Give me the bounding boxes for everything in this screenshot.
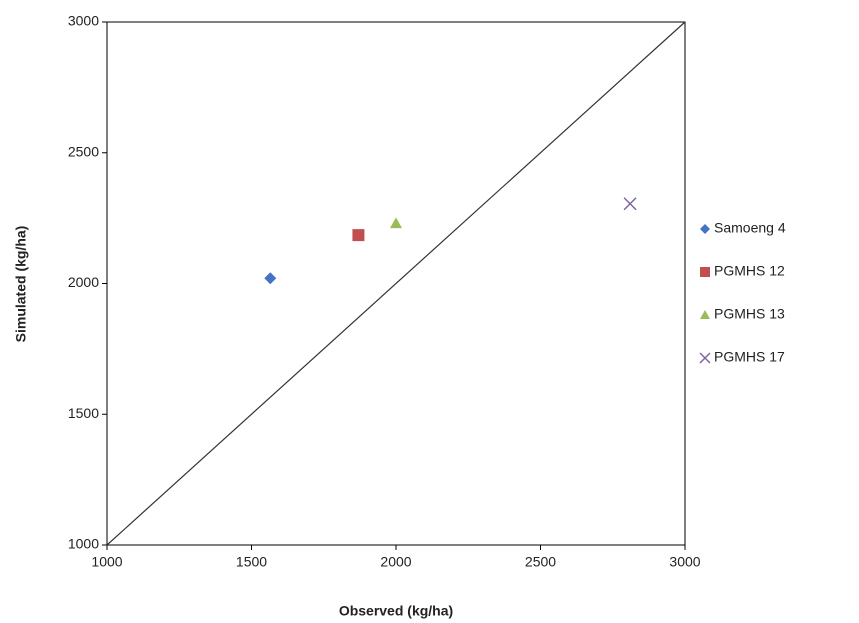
- point: [390, 217, 402, 229]
- legend-label: PGMHS 17: [714, 349, 785, 365]
- legend-label: Samoeng 4: [714, 220, 786, 236]
- point: [623, 197, 637, 211]
- x-tick-label: 1000: [91, 554, 122, 570]
- point: [264, 272, 277, 285]
- legend-marker: [699, 352, 711, 364]
- x-tick-label: 3000: [669, 554, 700, 570]
- y-tick-label: 1000: [68, 536, 99, 552]
- legend-label: PGMHS 12: [714, 263, 785, 279]
- legend-marker: [700, 267, 710, 277]
- y-axis-label: Simulated (kg/ha): [13, 226, 29, 343]
- x-tick-label: 2500: [525, 554, 556, 570]
- x-tick-label: 1500: [236, 554, 267, 570]
- y-tick-label: 3000: [68, 13, 99, 29]
- x-axis-label: Observed (kg/ha): [339, 603, 453, 619]
- y-tick-label: 2500: [68, 143, 99, 159]
- x-tick-label: 2000: [380, 554, 411, 570]
- legend-marker: [700, 310, 710, 319]
- y-tick-label: 2000: [68, 274, 99, 290]
- legend-marker: [700, 224, 710, 234]
- legend-label: PGMHS 13: [714, 306, 785, 322]
- one-to-one-line: [106, 21, 686, 546]
- point: [352, 229, 365, 242]
- y-tick-label: 1500: [68, 405, 99, 421]
